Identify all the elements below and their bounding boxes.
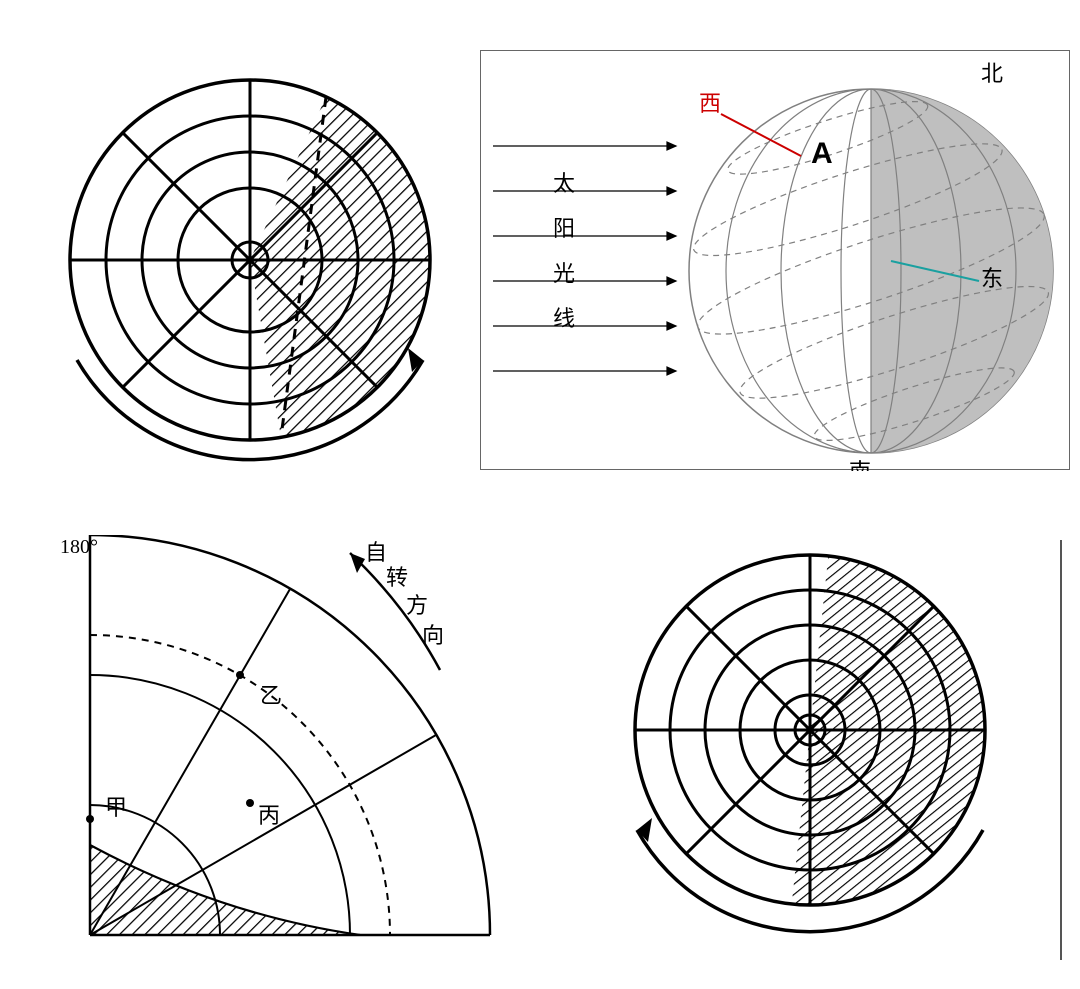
rot-char: 方 [406, 593, 428, 618]
sun-rays [493, 142, 676, 375]
point-yi-dot [236, 671, 244, 679]
panel-bottom-left: 180° 180° 自 转 方 向 甲 乙 丙 [60, 535, 530, 965]
label-south: 南 [849, 459, 871, 471]
panel-bottom-right [600, 540, 1030, 960]
sun-label-char: 线 [553, 306, 575, 331]
rot-char: 转 [386, 565, 408, 590]
sun-label-char: 阳 [553, 216, 575, 241]
label-east: 东 [981, 266, 1003, 291]
meridians [70, 80, 430, 440]
quarter-polar: 180° 180° 自 转 方 向 甲 乙 丙 [60, 535, 530, 965]
meridians [635, 555, 985, 905]
polar-globe-br [600, 540, 1030, 960]
label-west: 西 [699, 91, 721, 116]
panel-top-left [40, 70, 460, 490]
label-180-text: 180° [60, 536, 98, 558]
page-canvas: 太 阳 光 线 [0, 0, 1080, 989]
night-region [90, 845, 360, 935]
point-bing-label: 丙 [258, 803, 280, 828]
point-A-label: A [811, 137, 833, 170]
globe-side-view: 太 阳 光 线 [481, 51, 1071, 471]
rot-char: 自 [365, 540, 387, 565]
point-jia-dot [86, 815, 94, 823]
point-jia-label: 甲 [105, 795, 127, 820]
point-bing-dot [246, 799, 254, 807]
sun-label-char: 太 [553, 171, 575, 196]
rotation-arrow-head [408, 348, 423, 372]
polar-globe-tl [40, 70, 460, 490]
sun-label-char: 光 [553, 261, 575, 286]
rotation-arrow-head [350, 553, 365, 573]
rotation-arrow-head [637, 818, 652, 842]
panel-top-right: 太 阳 光 线 [480, 50, 1070, 470]
right-edge-line [1060, 540, 1062, 960]
label-north: 北 [981, 61, 1003, 86]
point-yi-label: 乙 [260, 683, 282, 708]
